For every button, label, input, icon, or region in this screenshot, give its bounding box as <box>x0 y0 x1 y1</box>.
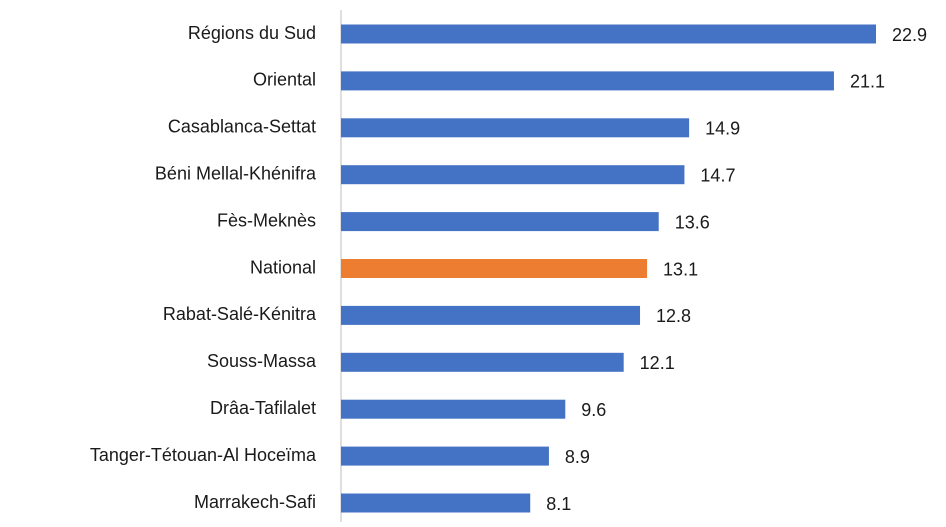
bar <box>341 118 690 138</box>
category-label: Rabat-Salé-Kénitra <box>163 304 317 324</box>
category-label: Drâa-Tafilalet <box>210 398 316 418</box>
data-label: 8.9 <box>565 447 590 467</box>
bar <box>341 305 641 325</box>
bar <box>341 259 648 278</box>
data-label: 13.1 <box>663 259 698 279</box>
bar <box>341 24 876 44</box>
bar <box>341 493 531 513</box>
category-label: Marrakech-Safi <box>194 492 316 512</box>
data-label: 22.9 <box>892 25 927 45</box>
data-label: 14.7 <box>700 165 735 185</box>
category-label: Oriental <box>253 70 316 90</box>
bar <box>341 446 549 466</box>
data-label: 8.1 <box>546 494 571 514</box>
bar <box>341 165 685 185</box>
data-label: 21.1 <box>850 72 885 92</box>
category-label: Casablanca-Settat <box>168 117 316 137</box>
data-label: 13.6 <box>675 212 710 232</box>
data-label: 9.6 <box>581 400 606 420</box>
bar <box>341 71 834 91</box>
category-label: Régions du Sud <box>188 23 316 43</box>
bar <box>341 399 566 419</box>
data-label: 12.1 <box>640 353 675 373</box>
data-label: 12.8 <box>656 306 691 326</box>
data-label: 14.9 <box>705 119 740 139</box>
category-label: Tanger-Tétouan-Al Hoceïma <box>90 445 317 465</box>
category-label: National <box>250 257 316 277</box>
category-label: Souss-Massa <box>207 351 317 371</box>
category-label: Béni Mellal-Khénifra <box>155 163 317 183</box>
bar <box>341 352 624 372</box>
bar <box>341 212 659 232</box>
category-label: Fès-Meknès <box>217 210 316 230</box>
